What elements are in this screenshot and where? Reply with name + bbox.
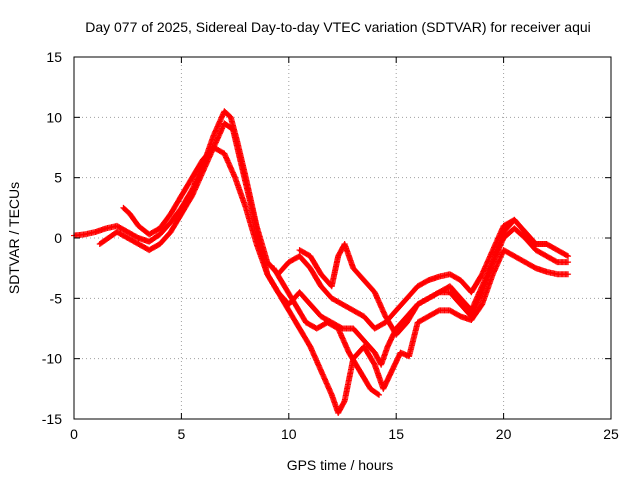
y-tick-label: 10 xyxy=(46,109,62,125)
chart-title: Day 077 of 2025, Sidereal Day-to-day VTE… xyxy=(85,19,591,35)
data-points xyxy=(71,108,572,416)
x-tick-label: 15 xyxy=(388,426,404,442)
x-tick-label: 10 xyxy=(281,426,297,442)
data-point xyxy=(565,271,572,278)
x-axis-label: GPS time / hours xyxy=(287,457,394,473)
y-tick-label: -10 xyxy=(42,351,62,367)
x-tick-label: 5 xyxy=(178,426,186,442)
axis-ticks: 0 5 10 15 20 25 -15 -10 -5 0 5 10 15 xyxy=(42,49,619,442)
data-point xyxy=(374,391,381,398)
series-track-3 xyxy=(120,144,572,416)
x-tick-label: 0 xyxy=(70,426,78,442)
series-track-4 xyxy=(296,216,550,338)
y-tick-label: 0 xyxy=(54,230,62,246)
data-point xyxy=(563,252,570,259)
y-axis-label: SDTVAR / TECUs xyxy=(6,182,22,294)
data-point xyxy=(565,253,572,260)
y-tick-label: 5 xyxy=(54,170,62,186)
data-point xyxy=(376,391,383,398)
y-tick-label: 15 xyxy=(46,49,62,65)
series-track-5 xyxy=(270,265,383,398)
y-tick-label: -5 xyxy=(50,290,63,306)
y-tick-label: -15 xyxy=(42,411,62,427)
data-point xyxy=(565,259,572,266)
data-point xyxy=(543,241,550,248)
x-tick-label: 20 xyxy=(496,426,512,442)
x-tick-label: 25 xyxy=(603,426,619,442)
